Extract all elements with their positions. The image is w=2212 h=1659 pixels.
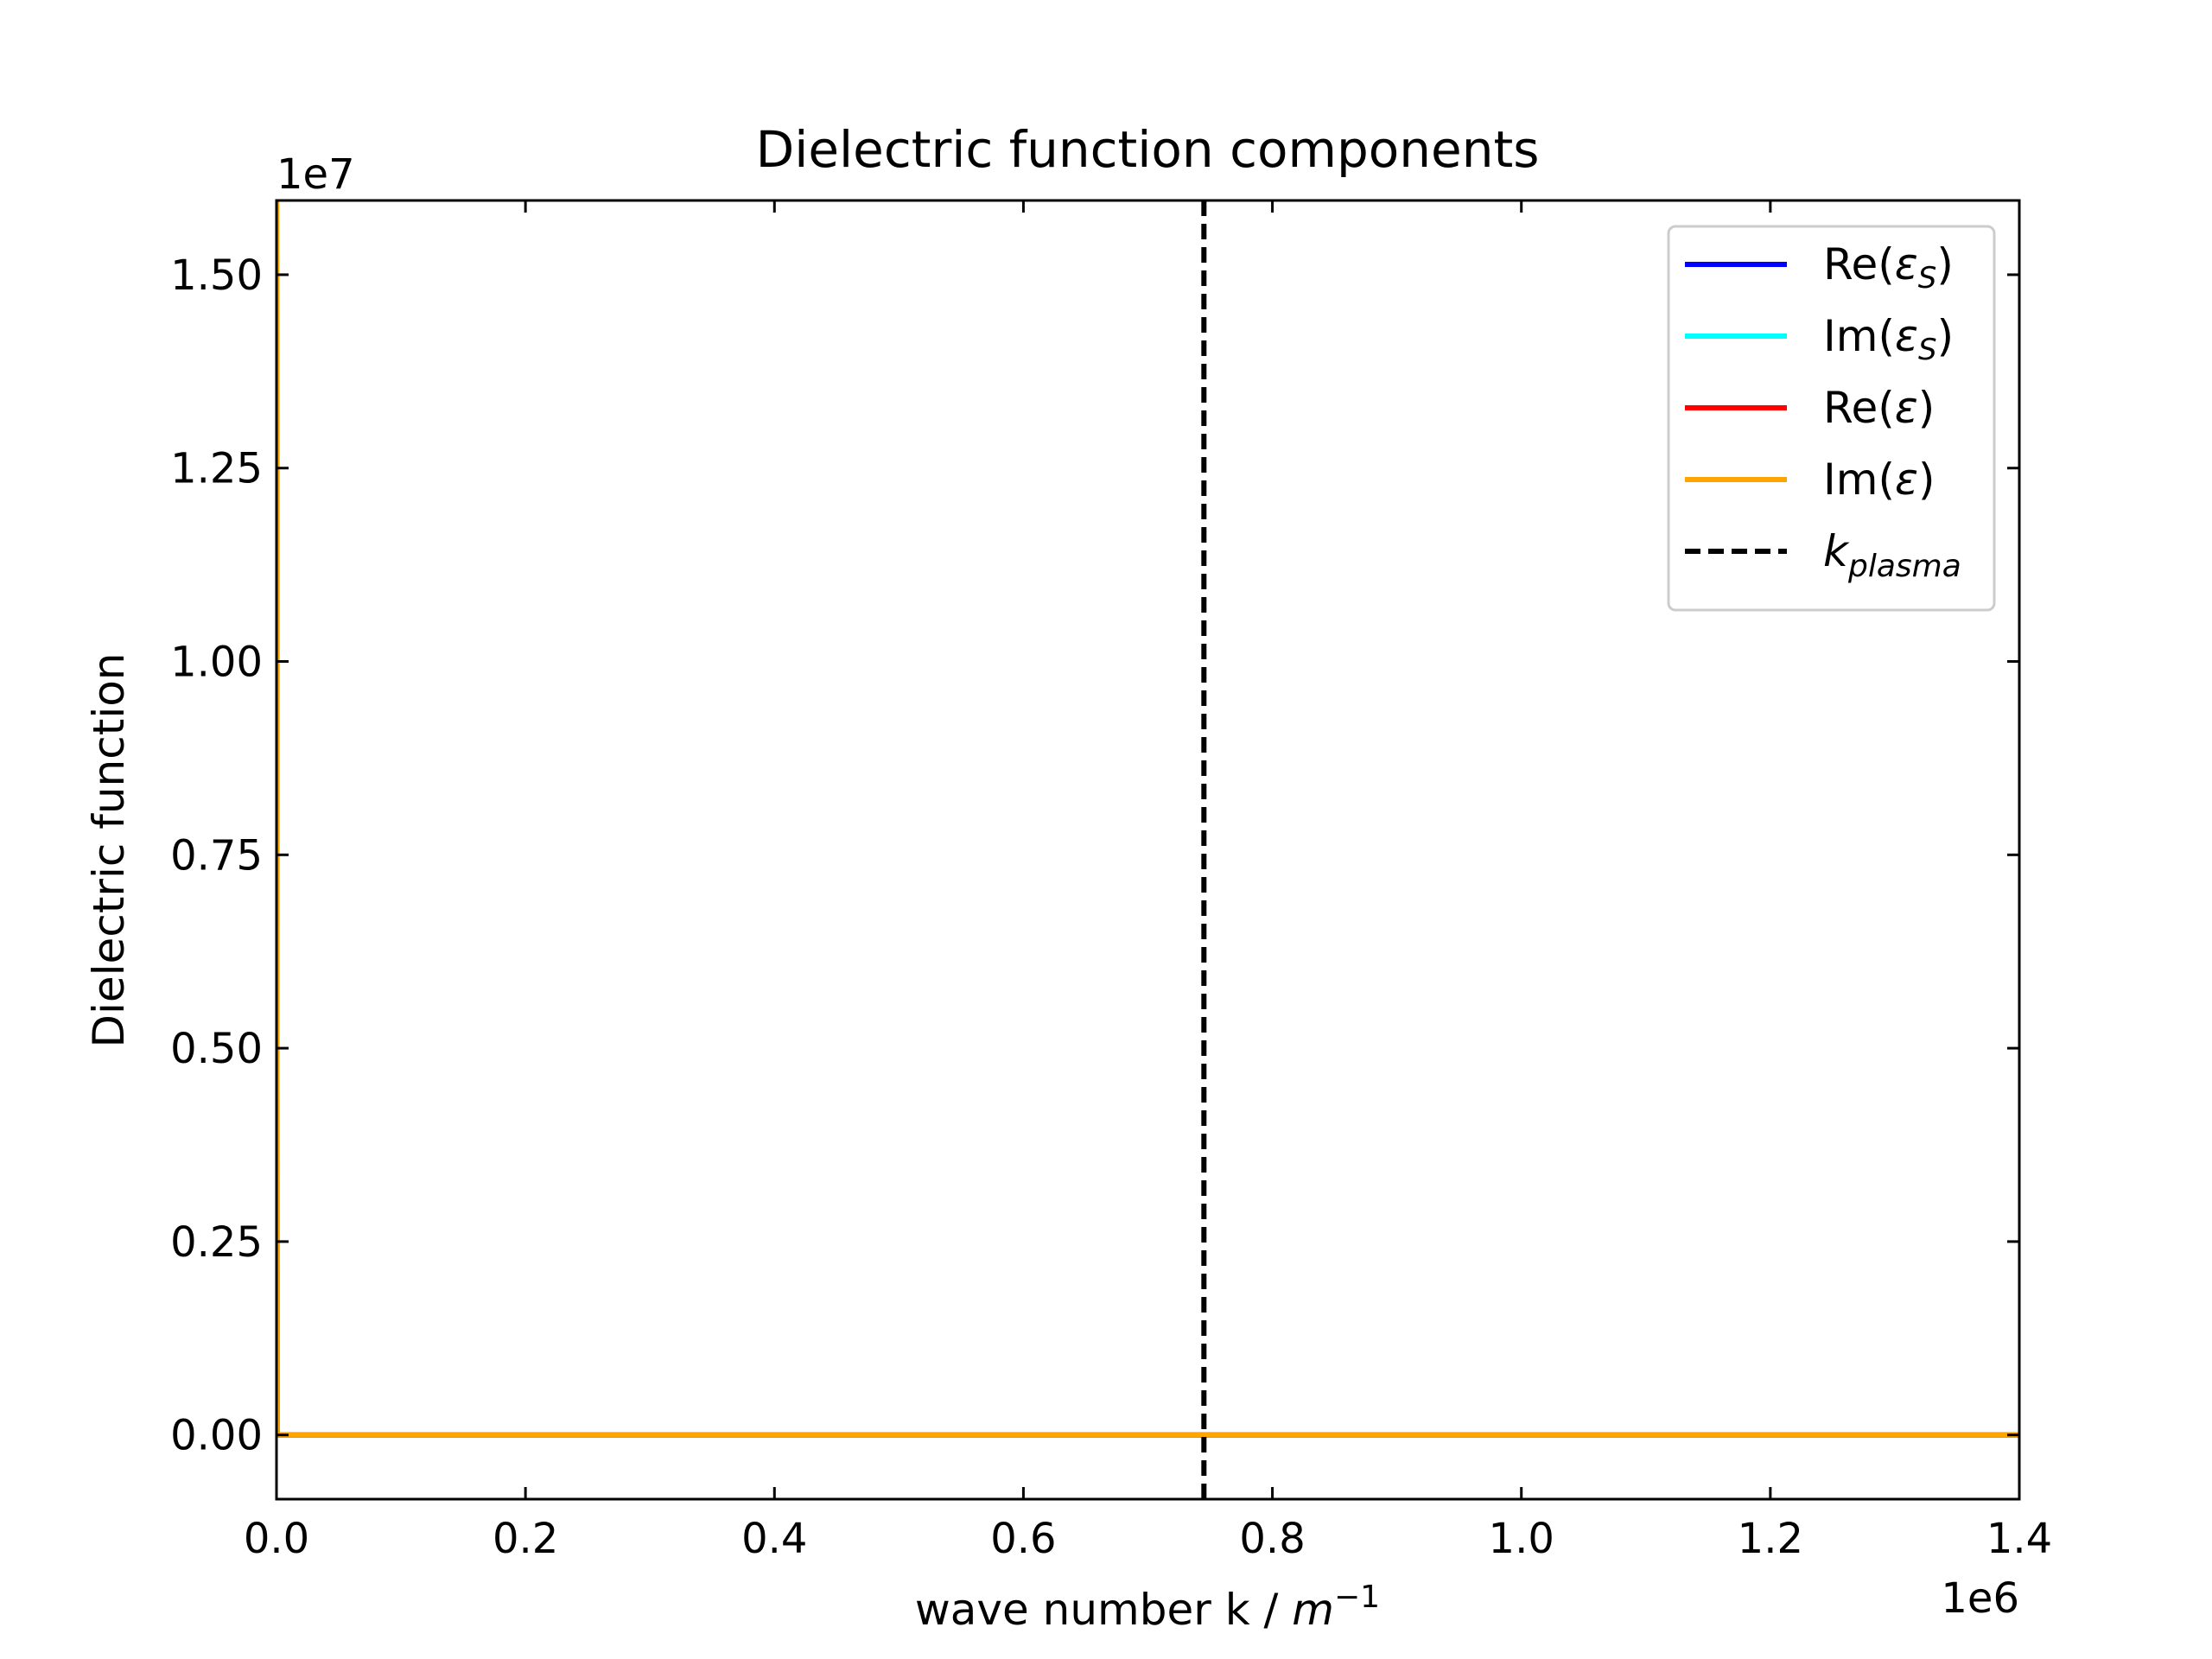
y-axis-label: Dielectric function bbox=[84, 653, 134, 1048]
x-tick-label: 0.0 bbox=[244, 1515, 309, 1563]
x-tick-label: 0.8 bbox=[1239, 1515, 1305, 1563]
x-tick-label: 1.4 bbox=[1986, 1515, 2052, 1563]
legend-label: Im(ε) bbox=[1823, 454, 1936, 505]
x-tick-label: 0.2 bbox=[493, 1515, 558, 1563]
chart-title: Dielectric function components bbox=[756, 120, 1540, 179]
legend-entries: Re(εS) Im(εS) Re(ε) Im(ε) kplasma bbox=[1685, 239, 1961, 584]
legend-entry-1: Im(εS) bbox=[1685, 311, 1954, 367]
legend: Re(εS) Im(εS) Re(ε) Im(ε) kplasma bbox=[1667, 225, 1996, 612]
x-tick-label: 1.2 bbox=[1738, 1515, 1803, 1563]
y-tick-label: 0.75 bbox=[170, 831, 263, 880]
x-tick-label: 0.6 bbox=[990, 1515, 1056, 1563]
y-tick-label: 0.00 bbox=[170, 1412, 263, 1460]
y-multiplier-label: 1e7 bbox=[276, 150, 355, 199]
x-axis-label: wave number k / m−1 bbox=[915, 1580, 1380, 1635]
x-multiplier-label: 1e6 bbox=[1941, 1574, 2019, 1623]
legend-label: Re(ε) bbox=[1823, 383, 1935, 433]
plot-frame bbox=[275, 199, 2021, 1501]
y-tick-label: 1.50 bbox=[170, 251, 263, 300]
legend-box bbox=[1667, 225, 1996, 612]
legend-label: Im(εS) bbox=[1823, 311, 1954, 367]
legend-entry-3: Im(ε) bbox=[1685, 454, 1936, 505]
legend-entry-4: kplasma bbox=[1685, 526, 1961, 584]
y-tick-label: 1.25 bbox=[170, 445, 263, 493]
legend-entry-2: Re(ε) bbox=[1685, 383, 1935, 433]
legend-entry-0: Re(εS) bbox=[1685, 239, 1954, 296]
y-tick-label: 1.00 bbox=[170, 639, 263, 687]
tick-layer: 0.0 0.2 0.4 0.6 0.8 1.0 1.2 1.4 0.00 0.25 0.50 0.75… bbox=[170, 200, 2052, 1563]
x-tick-label: 0.4 bbox=[741, 1515, 807, 1563]
y-tick-label: 0.25 bbox=[170, 1218, 263, 1267]
x-tick-label: 1.0 bbox=[1489, 1515, 1554, 1563]
legend-label: kplasma bbox=[1823, 526, 1961, 584]
legend-label: Re(εS) bbox=[1823, 239, 1954, 296]
y-tick-label: 0.50 bbox=[170, 1025, 263, 1073]
